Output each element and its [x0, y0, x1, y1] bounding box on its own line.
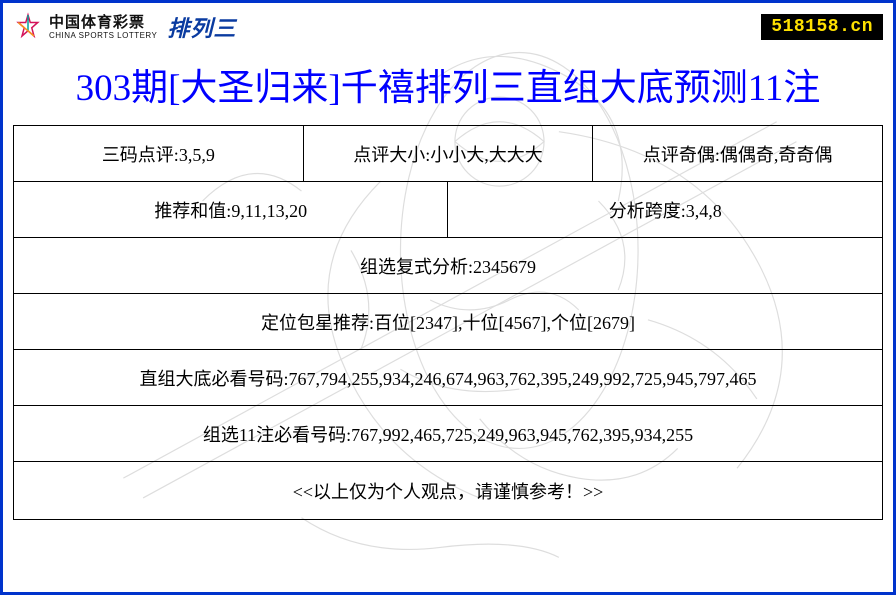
- cell-hezhi: 推荐和值:9,11,13,20: [14, 182, 448, 238]
- brand-name-en: CHINA SPORTS LOTTERY: [49, 32, 157, 40]
- site-watermark: 518158.cn: [761, 14, 883, 40]
- lottery-logo-icon: [13, 12, 43, 42]
- cell-zuxuan-11: 组选11注必看号码:767,992,465,725,249,963,945,76…: [14, 406, 883, 462]
- table-row: <<以上仅为个人观点，请谨慎参考！>>: [14, 462, 883, 520]
- logo-block: 中国体育彩票 CHINA SPORTS LOTTERY 排列三: [13, 11, 236, 43]
- cell-daxiao: 点评大小:小小大,大大大: [303, 126, 593, 182]
- cell-zhizu-dadi: 直组大底必看号码:767,794,255,934,246,674,963,762…: [14, 350, 883, 406]
- table-row: 定位包星推荐:百位[2347],十位[4567],个位[2679]: [14, 294, 883, 350]
- brand-name-cn: 中国体育彩票: [49, 15, 157, 30]
- prediction-table: 三码点评:3,5,9 点评大小:小小大,大大大 点评奇偶:偶偶奇,奇奇偶 推荐和…: [13, 125, 883, 520]
- table-row: 直组大底必看号码:767,794,255,934,246,674,963,762…: [14, 350, 883, 406]
- cell-qiou: 点评奇偶:偶偶奇,奇奇偶: [593, 126, 883, 182]
- logo-text: 中国体育彩票 CHINA SPORTS LOTTERY: [49, 15, 157, 40]
- table-row: 组选11注必看号码:767,992,465,725,249,963,945,76…: [14, 406, 883, 462]
- header-bar: 中国体育彩票 CHINA SPORTS LOTTERY 排列三 518158.c…: [13, 9, 883, 45]
- product-name: 排列三: [167, 11, 236, 43]
- cell-kuadu: 分析跨度:3,4,8: [448, 182, 883, 238]
- cell-dingwei: 定位包星推荐:百位[2347],十位[4567],个位[2679]: [14, 294, 883, 350]
- cell-disclaimer: <<以上仅为个人观点，请谨慎参考！>>: [14, 462, 883, 520]
- page-frame: 中国体育彩票 CHINA SPORTS LOTTERY 排列三 518158.c…: [0, 0, 896, 595]
- table-row: 组选复式分析:2345679: [14, 238, 883, 294]
- table-row: 推荐和值:9,11,13,20 分析跨度:3,4,8: [14, 182, 883, 238]
- cell-sanma: 三码点评:3,5,9: [14, 126, 304, 182]
- table-row: 三码点评:3,5,9 点评大小:小小大,大大大 点评奇偶:偶偶奇,奇奇偶: [14, 126, 883, 182]
- page-title: 303期[大圣归来]千禧排列三直组大底预测11注: [13, 57, 883, 111]
- cell-zuxuan-fushi: 组选复式分析:2345679: [14, 238, 883, 294]
